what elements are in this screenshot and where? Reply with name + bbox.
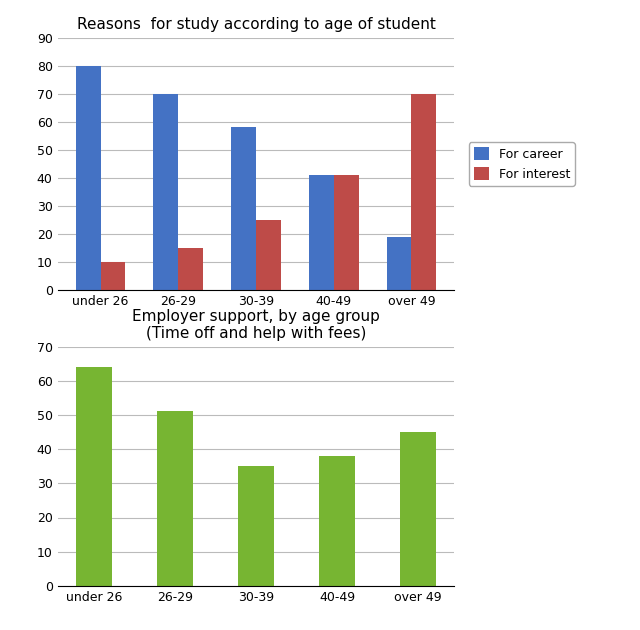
Bar [256, 220, 281, 290]
Bar [179, 248, 203, 290]
Bar [76, 66, 100, 290]
Bar [319, 456, 355, 586]
Legend: For career, For interest: For career, For interest [468, 142, 575, 186]
Bar [412, 94, 436, 290]
Bar [100, 262, 125, 290]
Title: Reasons  for study according to age of student: Reasons for study according to age of st… [77, 18, 435, 33]
Bar [238, 466, 274, 586]
Bar [309, 175, 333, 290]
Bar [387, 237, 412, 290]
Bar [400, 432, 436, 586]
Title: Employer support, by age group
(Time off and help with fees): Employer support, by age group (Time off… [132, 309, 380, 341]
Bar [231, 127, 256, 290]
Bar [333, 175, 358, 290]
Bar [157, 411, 193, 586]
Bar [76, 367, 112, 586]
Bar [154, 94, 179, 290]
